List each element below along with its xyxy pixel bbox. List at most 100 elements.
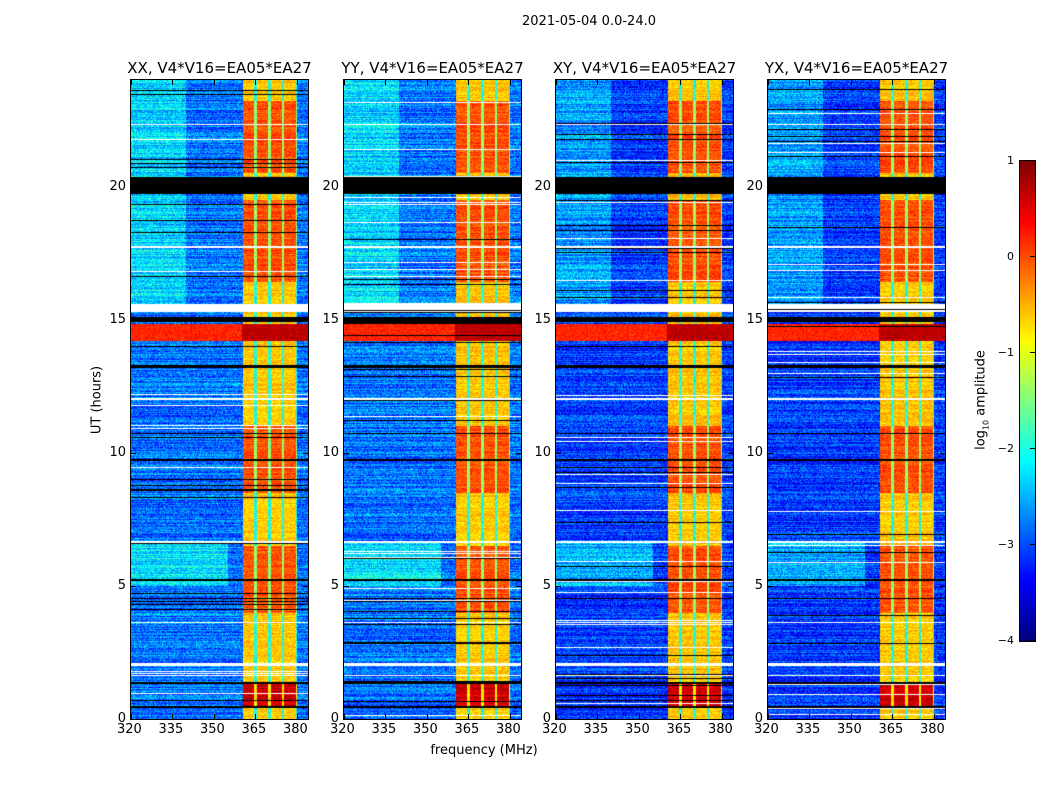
y-tick — [516, 186, 521, 188]
x-tick-label: 335 — [371, 722, 397, 737]
heatmap-image — [131, 80, 308, 719]
y-tick-label: 5 — [330, 577, 339, 593]
x-tick — [597, 80, 599, 85]
y-tick — [131, 186, 136, 188]
y-tick — [303, 319, 308, 321]
colorbar-tick — [1030, 544, 1035, 545]
x-tick-label: 350 — [199, 722, 225, 737]
heatmap-image — [344, 80, 521, 719]
y-tick — [131, 319, 136, 321]
y-tick-label: 20 — [534, 178, 551, 194]
heatmap-panel-3 — [767, 79, 946, 720]
panel-title: XX, V4*V16=EA05*EA27 — [127, 59, 312, 77]
y-tick — [516, 319, 521, 321]
colorbar-tick-label: 1 — [1007, 154, 1014, 167]
x-tick — [131, 80, 132, 85]
y-tick — [344, 719, 349, 720]
x-tick-label: 320 — [542, 722, 567, 737]
colorbar-label-log: log — [973, 430, 989, 450]
x-tick — [597, 714, 599, 719]
x-tick-label: 365 — [454, 722, 480, 737]
y-tick-label: 0 — [117, 711, 126, 726]
figure-title: 2021-05-04 0.0-24.0 — [522, 14, 656, 29]
panel-title: YY, V4*V16=EA05*EA27 — [341, 59, 524, 77]
y-tick — [303, 452, 308, 454]
x-tick — [680, 80, 682, 85]
y-tick — [516, 585, 521, 587]
colorbar-label: log10 amplitude — [974, 350, 991, 450]
x-tick — [933, 80, 935, 85]
x-tick — [468, 714, 470, 719]
colorbar-tick-label: 0 — [1007, 250, 1014, 263]
y-tick-label: 20 — [322, 178, 339, 194]
y-tick — [768, 585, 773, 587]
x-tick — [426, 80, 428, 85]
x-tick — [131, 714, 132, 719]
x-tick — [385, 80, 387, 85]
y-tick — [556, 585, 561, 587]
y-tick — [344, 452, 349, 454]
heatmap-panel-0 — [130, 79, 309, 720]
x-tick — [556, 714, 557, 719]
x-tick — [255, 714, 257, 719]
y-tick — [344, 319, 349, 321]
y-tick — [728, 319, 733, 321]
x-tick — [385, 714, 387, 719]
x-tick — [721, 714, 723, 719]
x-tick — [850, 80, 852, 85]
x-tick — [768, 80, 769, 85]
colorbar-tick-label: −2 — [997, 442, 1014, 455]
y-tick-label: 15 — [534, 311, 551, 327]
y-axis-label: UT (hours) — [89, 365, 105, 435]
panel-title: XY, V4*V16=EA05*EA27 — [552, 59, 737, 77]
y-tick — [728, 585, 733, 587]
y-tick-label: 10 — [534, 444, 551, 460]
x-tick — [296, 80, 298, 85]
y-tick-label: 0 — [542, 711, 551, 726]
y-tick — [768, 452, 773, 454]
x-tick-label: 380 — [282, 722, 308, 737]
x-tick — [556, 80, 557, 85]
y-tick — [940, 319, 945, 321]
x-tick — [426, 714, 428, 719]
x-tick — [680, 714, 682, 719]
y-tick — [556, 319, 561, 321]
colorbar-tick — [1030, 256, 1035, 257]
colorbar-label-amplitude: amplitude — [973, 350, 989, 420]
x-tick — [638, 714, 640, 719]
x-tick — [213, 714, 215, 719]
y-tick-label: 15 — [109, 311, 126, 327]
x-tick-label: 335 — [795, 722, 821, 737]
y-tick — [344, 186, 349, 188]
y-tick — [728, 186, 733, 188]
y-tick — [940, 452, 945, 454]
x-tick — [809, 80, 811, 85]
y-tick-label: 5 — [754, 577, 763, 593]
y-tick-label: 10 — [109, 444, 126, 460]
y-tick — [940, 585, 945, 587]
y-tick — [303, 719, 308, 720]
x-tick-label: 320 — [754, 722, 779, 737]
x-tick-label: 320 — [330, 722, 355, 737]
colorbar-tick — [1030, 448, 1035, 449]
y-tick-label: 15 — [322, 311, 339, 327]
y-tick — [131, 585, 136, 587]
y-tick-label: 5 — [117, 577, 126, 593]
x-tick-label: 320 — [117, 722, 142, 737]
y-tick — [556, 719, 561, 720]
x-tick — [638, 80, 640, 85]
y-tick — [131, 452, 136, 454]
x-axis-label: frequency (MHz) — [430, 743, 538, 758]
x-tick — [892, 80, 894, 85]
x-tick — [213, 80, 215, 85]
y-tick — [940, 186, 945, 188]
y-tick — [516, 452, 521, 454]
y-tick — [768, 719, 773, 720]
heatmap-image — [768, 80, 945, 719]
y-tick-label: 20 — [746, 178, 763, 194]
x-tick — [255, 80, 257, 85]
y-tick-label: 0 — [330, 711, 339, 726]
y-tick — [303, 585, 308, 587]
x-tick-label: 350 — [836, 722, 862, 737]
